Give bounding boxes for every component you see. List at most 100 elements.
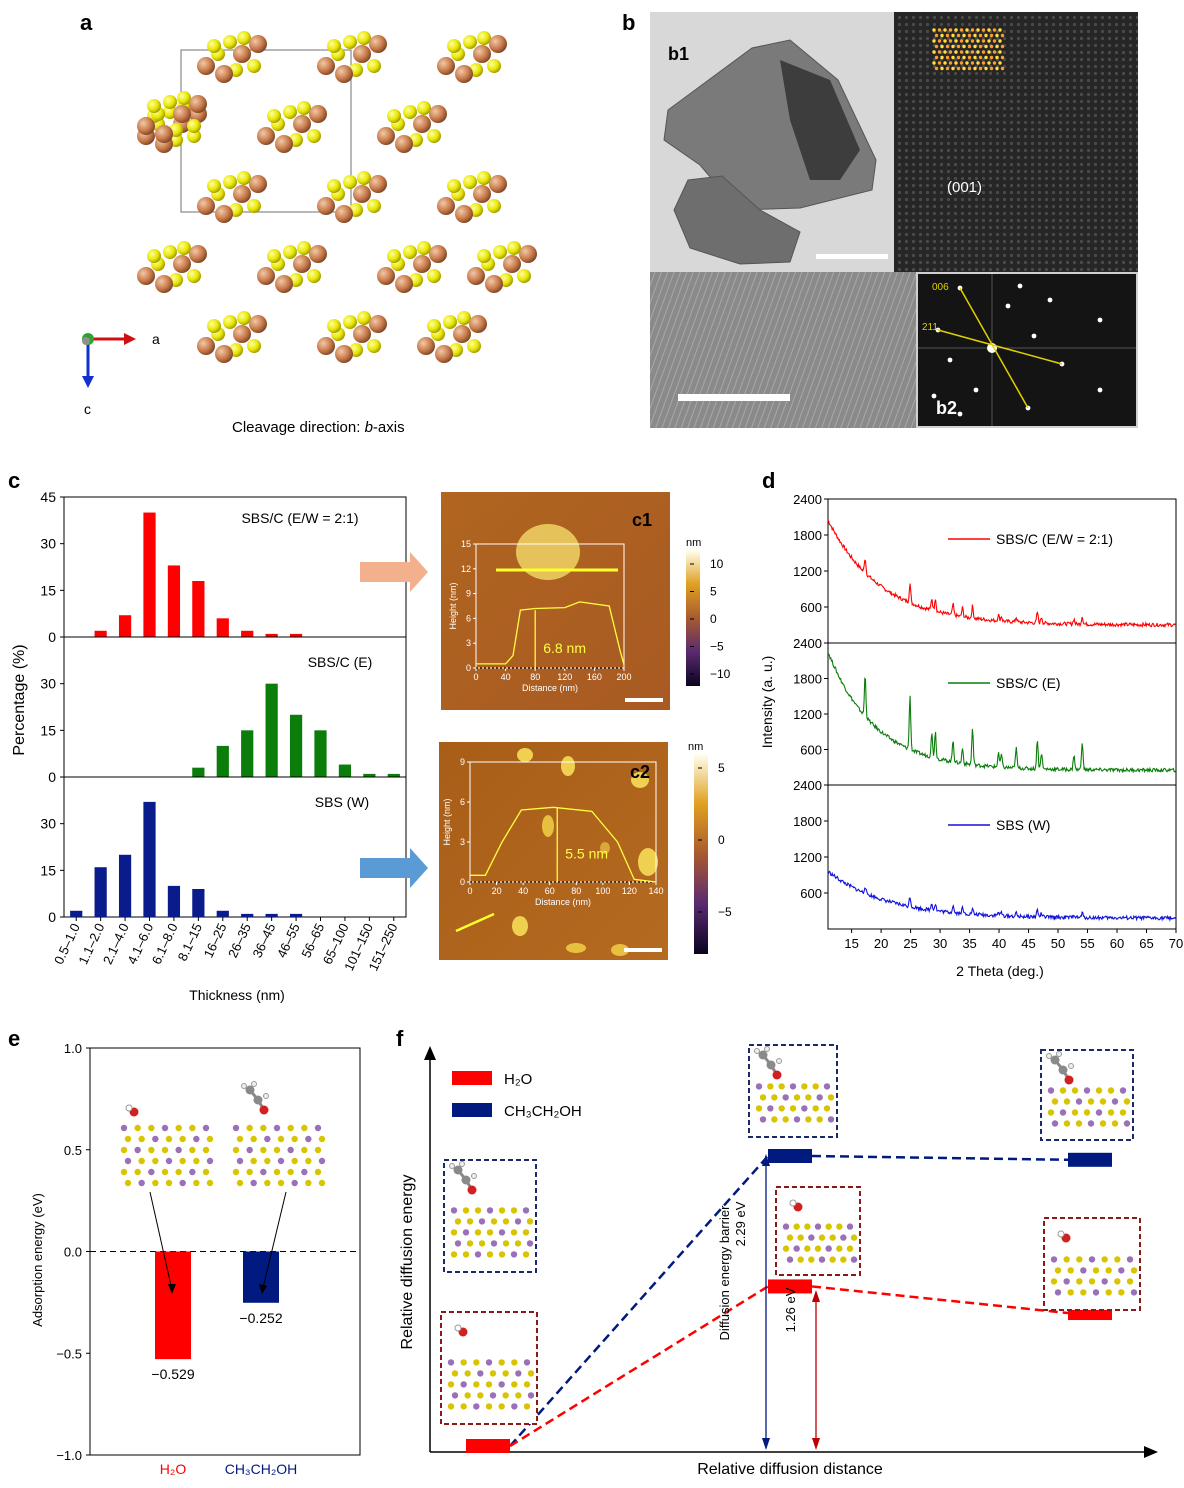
slab-atom bbox=[161, 1146, 169, 1154]
slab-atom bbox=[808, 1256, 815, 1263]
s-atom bbox=[187, 269, 201, 283]
bi-atom bbox=[249, 35, 267, 53]
slab-atom bbox=[759, 1094, 767, 1101]
overlay-atom bbox=[1000, 55, 1005, 60]
slab-atom bbox=[789, 1083, 797, 1090]
overlay-atom bbox=[954, 61, 958, 65]
slab-atom bbox=[478, 1240, 486, 1247]
water-molecule bbox=[454, 1324, 468, 1337]
bar-1-7 bbox=[241, 730, 254, 777]
oxygen-atom bbox=[772, 1070, 782, 1080]
s-atom bbox=[223, 35, 237, 49]
inset-xlabel: Distance (nm) bbox=[522, 683, 578, 693]
fft-spot bbox=[1031, 333, 1037, 339]
bi-atom bbox=[189, 245, 207, 263]
overlay-atom bbox=[932, 39, 936, 43]
s-atom bbox=[187, 119, 201, 133]
s-atom bbox=[237, 311, 251, 325]
slab-atom bbox=[464, 1370, 471, 1377]
water-molecule bbox=[125, 1104, 139, 1117]
slab-atom bbox=[202, 1146, 210, 1154]
path-rise-0 bbox=[509, 1285, 769, 1448]
legend-text-1: SBS/C (E) bbox=[996, 675, 1061, 691]
slab-atom bbox=[755, 1083, 763, 1090]
overlay-atom bbox=[973, 33, 977, 38]
slab-atom bbox=[827, 1116, 835, 1123]
s-atom bbox=[517, 269, 531, 283]
slab-atom bbox=[823, 1083, 831, 1090]
slab-atom bbox=[510, 1229, 518, 1236]
slab-atom bbox=[778, 1083, 785, 1090]
x-tick-label: 45 bbox=[1021, 936, 1035, 951]
bar-0-4 bbox=[167, 565, 181, 637]
overlay-atom bbox=[984, 66, 988, 71]
inset-x-tick-label: 120 bbox=[557, 672, 572, 682]
slab-atom bbox=[232, 1146, 240, 1154]
inset-x-tick-label: 40 bbox=[501, 672, 511, 682]
overlay-atom bbox=[943, 50, 947, 54]
s-atom bbox=[387, 109, 401, 123]
slab-atom bbox=[232, 1168, 240, 1176]
s-atom bbox=[477, 31, 491, 45]
overlay-atom bbox=[951, 33, 955, 38]
slab-atom bbox=[148, 1168, 155, 1176]
overlay-atom bbox=[937, 28, 942, 32]
slab-atom bbox=[138, 1135, 145, 1143]
bi-atom bbox=[233, 325, 251, 343]
overlay-atom bbox=[956, 44, 961, 49]
legend-label-h2o: H₂O bbox=[504, 1071, 532, 1088]
slab-atom bbox=[1111, 1098, 1119, 1105]
slab-atom bbox=[301, 1146, 308, 1154]
slab-atom bbox=[120, 1124, 128, 1132]
carbon-atom bbox=[758, 1050, 768, 1060]
f-x-arrow bbox=[1144, 1446, 1158, 1458]
slab-atom bbox=[490, 1240, 498, 1247]
slab-atom bbox=[1063, 1278, 1070, 1285]
s-atom bbox=[223, 315, 237, 329]
ethanol-molecule bbox=[1046, 1051, 1074, 1085]
slab-atom bbox=[498, 1403, 505, 1410]
inset-xlabel: Distance (nm) bbox=[535, 897, 591, 907]
overlay-atom bbox=[951, 44, 955, 49]
s-atom bbox=[463, 175, 477, 189]
overlay-atom bbox=[940, 66, 944, 71]
overlay-atom bbox=[951, 55, 955, 60]
bar-2-9 bbox=[289, 913, 303, 917]
slab-atom bbox=[273, 1168, 281, 1176]
bi-atom bbox=[395, 135, 413, 153]
slab-atom bbox=[1126, 1278, 1134, 1285]
slab-atom bbox=[246, 1124, 253, 1132]
c1-colorbar-ticks: 10 5 0 −5 −10 bbox=[690, 557, 731, 681]
slab-atom bbox=[175, 1124, 182, 1132]
y-tick-label: 1200 bbox=[793, 564, 822, 579]
bi-atom bbox=[215, 345, 233, 363]
slab-atom bbox=[474, 1229, 482, 1236]
inset-y-tick-label: 9 bbox=[460, 757, 465, 767]
legend-text-0: SBS/C (E/W = 2:1) bbox=[996, 531, 1113, 547]
bi-atom bbox=[489, 175, 507, 193]
bi-atom bbox=[293, 115, 311, 133]
overlay-atom bbox=[978, 33, 983, 38]
bar-0-3 bbox=[143, 512, 156, 637]
bi-atom bbox=[473, 185, 491, 203]
slab-atom bbox=[189, 1168, 196, 1176]
slab-atom bbox=[477, 1392, 484, 1399]
slab-atom bbox=[165, 1179, 173, 1187]
c1-label: c1 bbox=[632, 510, 652, 530]
slab-atom bbox=[236, 1179, 244, 1187]
slab-atom bbox=[1101, 1256, 1108, 1263]
slab-atom bbox=[511, 1403, 518, 1410]
s-atom bbox=[477, 249, 491, 263]
snapshot-slab bbox=[447, 1359, 535, 1410]
bi-atom bbox=[233, 185, 251, 203]
s-atom bbox=[343, 35, 357, 49]
overlay-atom bbox=[934, 55, 939, 60]
panel-f-ylabel: Relative diffusion energy bbox=[399, 1175, 416, 1350]
colorbar-tick-label: 5 bbox=[718, 761, 725, 775]
slab-atom bbox=[846, 1223, 854, 1230]
bi-atom bbox=[197, 337, 215, 355]
slab-atom bbox=[1119, 1087, 1127, 1094]
slab-atom bbox=[778, 1105, 785, 1112]
bi-atom bbox=[353, 325, 371, 343]
